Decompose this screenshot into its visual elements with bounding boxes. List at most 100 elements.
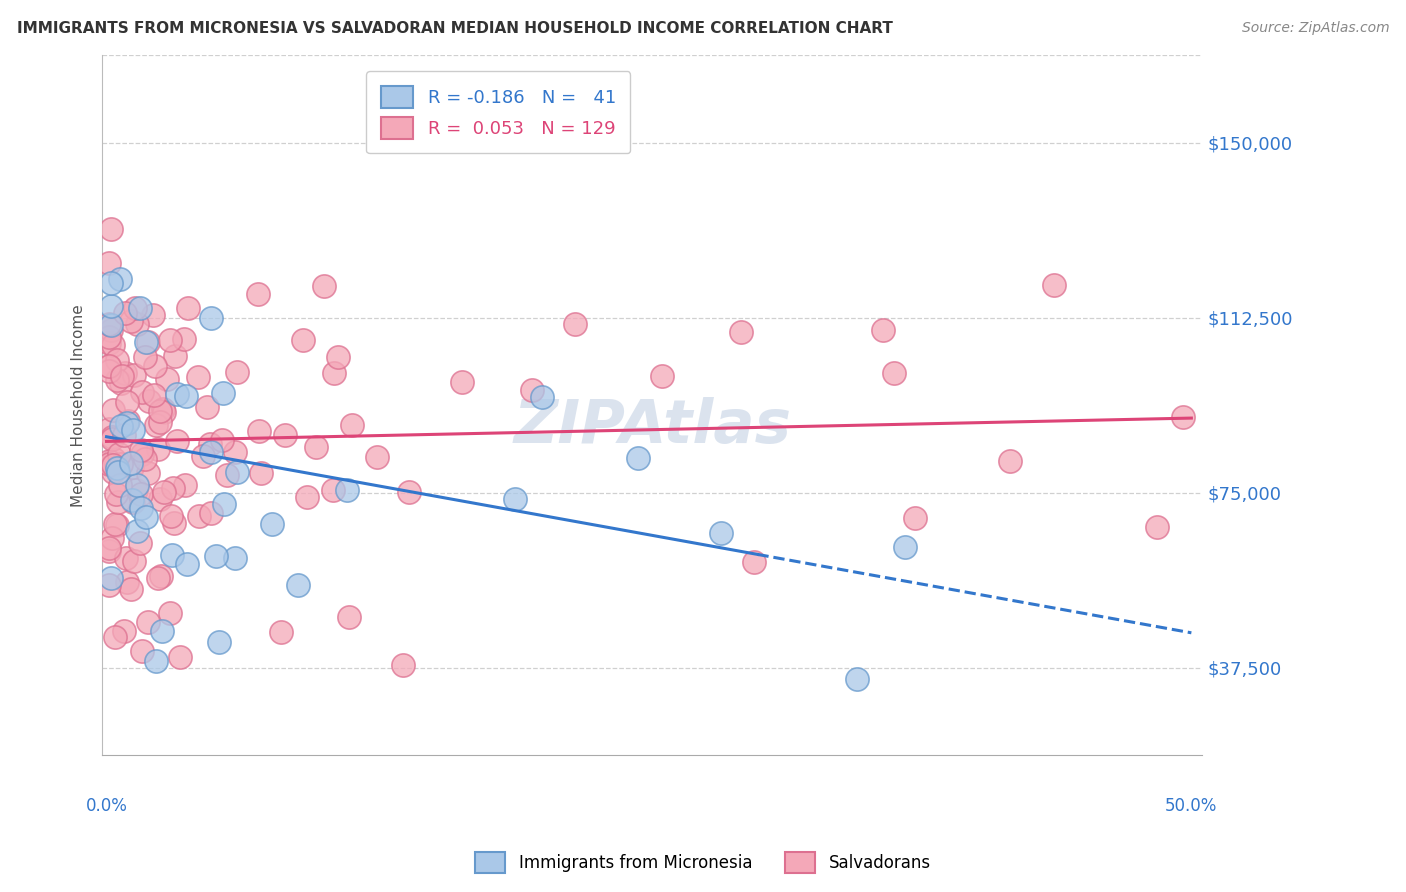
Point <box>121 494 143 508</box>
Point <box>627 450 650 465</box>
Point <box>150 624 173 638</box>
Point <box>100 531 122 545</box>
Point <box>114 550 136 565</box>
Point <box>150 569 173 583</box>
Point <box>169 650 191 665</box>
Point <box>115 574 138 589</box>
Point <box>131 384 153 399</box>
Point <box>173 333 195 347</box>
Point <box>101 432 124 446</box>
Point <box>135 334 157 349</box>
Point <box>337 610 360 624</box>
Point <box>149 404 172 418</box>
Point <box>100 299 122 313</box>
Point <box>100 571 122 585</box>
Point <box>112 427 135 442</box>
Point <box>97 541 120 556</box>
Point <box>274 427 297 442</box>
Point <box>195 400 218 414</box>
Point <box>101 465 124 479</box>
Point <box>121 492 143 507</box>
Point <box>101 458 124 472</box>
Point <box>136 335 159 350</box>
Point <box>159 606 181 620</box>
Point <box>323 367 346 381</box>
Point <box>173 478 195 492</box>
Point <box>97 364 120 378</box>
Point <box>205 549 228 564</box>
Point <box>249 466 271 480</box>
Point <box>131 644 153 658</box>
Point <box>200 310 222 325</box>
Point <box>100 318 122 332</box>
Text: IMMIGRANTS FROM MICRONESIA VS SALVADORAN MEDIAN HOUSEHOLD INCOME CORRELATION CHA: IMMIGRANTS FROM MICRONESIA VS SALVADORAN… <box>17 21 893 36</box>
Point <box>136 615 159 629</box>
Point <box>124 301 146 316</box>
Point <box>246 287 269 301</box>
Point <box>200 506 222 520</box>
Point <box>156 372 179 386</box>
Point <box>314 278 336 293</box>
Point <box>97 457 120 471</box>
Point <box>104 631 127 645</box>
Point <box>530 390 553 404</box>
Point <box>122 554 145 568</box>
Point <box>270 625 292 640</box>
Point <box>120 582 142 596</box>
Point <box>322 483 344 497</box>
Point <box>1146 520 1168 534</box>
Legend: R = -0.186   N =   41, R =  0.053   N = 129: R = -0.186 N = 41, R = 0.053 N = 129 <box>366 71 630 153</box>
Point <box>262 517 284 532</box>
Point <box>105 461 128 475</box>
Point <box>998 454 1021 468</box>
Point <box>142 308 165 322</box>
Point <box>149 491 172 506</box>
Point <box>101 403 124 417</box>
Point <box>225 465 247 479</box>
Point <box>451 375 474 389</box>
Point <box>193 449 215 463</box>
Point <box>160 508 183 523</box>
Point <box>162 549 184 563</box>
Point <box>651 368 673 383</box>
Point <box>97 359 120 373</box>
Point <box>110 418 132 433</box>
Point <box>107 494 129 508</box>
Point <box>103 451 125 466</box>
Point <box>174 389 197 403</box>
Point <box>153 405 176 419</box>
Point <box>138 393 160 408</box>
Point <box>163 350 186 364</box>
Point <box>125 317 148 331</box>
Point <box>111 369 134 384</box>
Point <box>198 437 221 451</box>
Point <box>176 558 198 572</box>
Point <box>108 272 131 286</box>
Text: Source: ZipAtlas.com: Source: ZipAtlas.com <box>1241 21 1389 35</box>
Point <box>730 325 752 339</box>
Point <box>112 624 135 639</box>
Point <box>392 658 415 673</box>
Point <box>872 323 894 337</box>
Point <box>110 376 132 391</box>
Point <box>97 544 120 558</box>
Point <box>97 422 120 436</box>
Point <box>131 487 153 501</box>
Point <box>129 301 152 316</box>
Point <box>129 500 152 515</box>
Point <box>503 491 526 506</box>
Point <box>114 366 136 380</box>
Point <box>143 359 166 374</box>
Point <box>224 550 246 565</box>
Point <box>128 536 150 550</box>
Point <box>340 418 363 433</box>
Point <box>520 383 543 397</box>
Point <box>134 350 156 364</box>
Point <box>105 518 128 533</box>
Point <box>247 424 270 438</box>
Legend: Immigrants from Micronesia, Salvadorans: Immigrants from Micronesia, Salvadorans <box>468 846 938 880</box>
Point <box>100 222 122 236</box>
Point <box>163 516 186 530</box>
Point <box>134 452 156 467</box>
Point <box>398 485 420 500</box>
